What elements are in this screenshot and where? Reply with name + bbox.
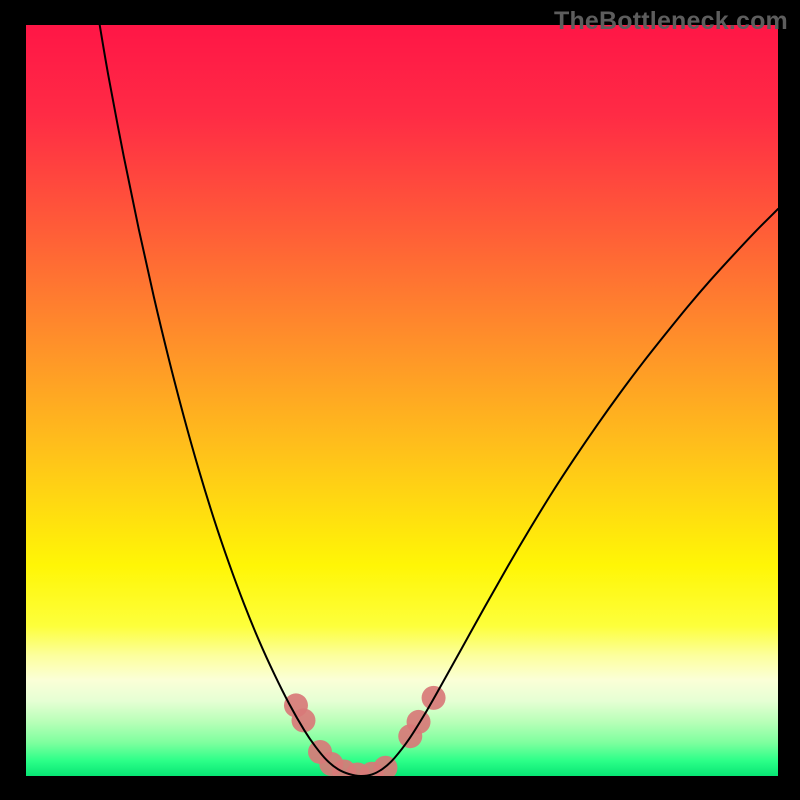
plot-background — [26, 25, 778, 776]
marker-dot — [407, 710, 431, 734]
watermark-text: TheBottleneck.com — [554, 7, 788, 36]
